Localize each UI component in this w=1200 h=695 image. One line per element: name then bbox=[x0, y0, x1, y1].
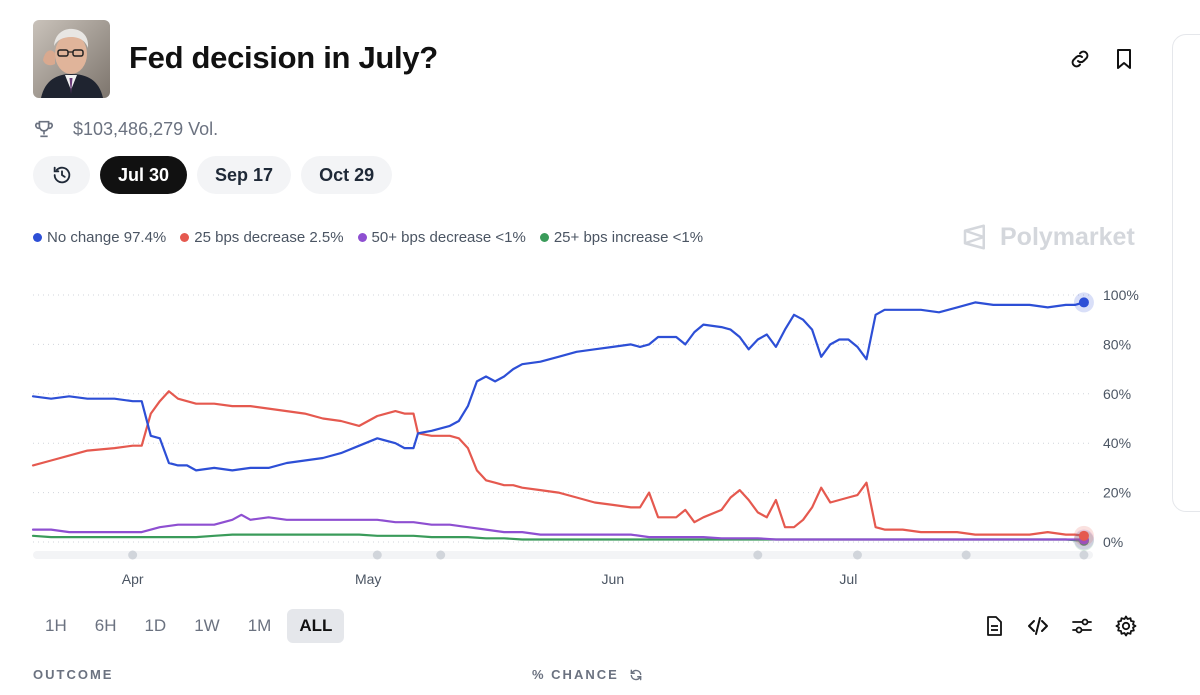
legend-item-50-bps-decrease: 50+ bps decrease <1% bbox=[357, 229, 526, 246]
y-tick-label: 40% bbox=[1103, 435, 1131, 451]
volume-row: $103,486,279 Vol. bbox=[33, 118, 218, 140]
date-chip-sep-17[interactable]: Sep 17 bbox=[197, 156, 292, 194]
timeline-marker bbox=[961, 550, 971, 560]
date-chip-group: Jul 30 Sep 17 Oct 29 bbox=[33, 156, 393, 194]
document-icon[interactable] bbox=[982, 614, 1006, 638]
date-chip-jul-30[interactable]: Jul 30 bbox=[100, 156, 188, 194]
series-endpoint bbox=[1078, 297, 1089, 308]
timeline-marker bbox=[436, 550, 446, 560]
legend-item-25-bps-increase: 25+ bps increase <1% bbox=[539, 229, 704, 246]
range-1w[interactable]: 1W bbox=[194, 616, 220, 635]
legend-label: 50+ bps decrease <1% bbox=[371, 229, 526, 246]
range-1d[interactable]: 1D bbox=[144, 616, 167, 635]
series-line-25-bps-decrease bbox=[31, 390, 1085, 537]
market-avatar bbox=[33, 20, 110, 98]
timeline-marker bbox=[1079, 550, 1089, 560]
x-tick-label: Jul bbox=[839, 571, 857, 587]
timeline-marker bbox=[852, 550, 862, 560]
chart-tools bbox=[982, 614, 1138, 638]
date-chip-oct-29[interactable]: Oct 29 bbox=[301, 156, 393, 194]
y-tick-label: 0% bbox=[1103, 534, 1123, 550]
series-line-no-change bbox=[31, 301, 1085, 472]
legend-label: 25+ bps increase <1% bbox=[553, 229, 704, 246]
legend-item-no-change: No change 97.4% bbox=[33, 229, 166, 246]
embed-code-icon[interactable] bbox=[1026, 614, 1050, 638]
history-button[interactable] bbox=[33, 156, 90, 194]
outcome-column-header: OUTCOME bbox=[33, 667, 113, 682]
probability-chart[interactable]: 0% 20% 40% 60% 80% 100% Apr May Jun Jul bbox=[0, 270, 1165, 600]
link-icon[interactable] bbox=[1068, 47, 1092, 71]
legend-label: No change 97.4% bbox=[47, 229, 167, 246]
trophy-icon bbox=[35, 120, 53, 138]
range-6h[interactable]: 6H bbox=[94, 616, 117, 635]
legend-label: 25 bps decrease 2.5% bbox=[194, 229, 344, 246]
legend-dot bbox=[357, 233, 367, 242]
y-tick-label: 100% bbox=[1103, 287, 1139, 303]
series-line-50-bps-decrease bbox=[31, 513, 1085, 541]
timeline-marker bbox=[128, 550, 138, 560]
y-tick-label: 80% bbox=[1103, 336, 1131, 352]
sliders-icon[interactable] bbox=[1070, 614, 1094, 638]
bookmark-icon[interactable] bbox=[1112, 47, 1136, 71]
legend-dot bbox=[180, 233, 190, 242]
market-title: Fed decision in July? bbox=[129, 40, 438, 75]
legend-item-25-bps-decrease: 25 bps decrease 2.5% bbox=[180, 229, 344, 246]
chart-legend: No change 97.4% 25 bps decrease 2.5% 50+… bbox=[33, 229, 703, 246]
watermark-text: Polymarket bbox=[1000, 222, 1135, 251]
polymarket-watermark: Polymarket bbox=[960, 222, 1135, 252]
range-1m[interactable]: 1M bbox=[247, 616, 272, 635]
timeline-marker bbox=[753, 550, 763, 560]
legend-dot bbox=[539, 233, 549, 242]
x-tick-label: Apr bbox=[122, 571, 144, 587]
x-tick-label: May bbox=[355, 571, 381, 587]
volume-text: $103,486,279 Vol. bbox=[73, 118, 219, 139]
timeline-marker bbox=[372, 550, 382, 560]
history-icon bbox=[53, 166, 70, 184]
refresh-icon[interactable] bbox=[629, 668, 643, 682]
chance-column-header[interactable]: % CHANCE bbox=[532, 667, 643, 682]
chance-header-label: % CHANCE bbox=[532, 667, 619, 682]
outcome-header-label: OUTCOME bbox=[33, 667, 114, 682]
legend-dot bbox=[33, 233, 42, 242]
time-range-group: 1H 6H 1D 1W 1M ALL bbox=[33, 609, 345, 643]
settings-gear-icon[interactable] bbox=[1114, 614, 1138, 638]
range-all[interactable]: ALL bbox=[287, 609, 345, 643]
y-tick-label: 60% bbox=[1103, 386, 1131, 402]
range-1h[interactable]: 1H bbox=[45, 616, 67, 635]
timeline-track bbox=[33, 551, 1093, 559]
series-endpoint bbox=[1078, 530, 1089, 541]
side-panel bbox=[1172, 34, 1200, 512]
polymarket-logo-icon bbox=[963, 224, 985, 250]
y-tick-label: 20% bbox=[1103, 485, 1131, 501]
x-tick-label: Jun bbox=[602, 571, 625, 587]
